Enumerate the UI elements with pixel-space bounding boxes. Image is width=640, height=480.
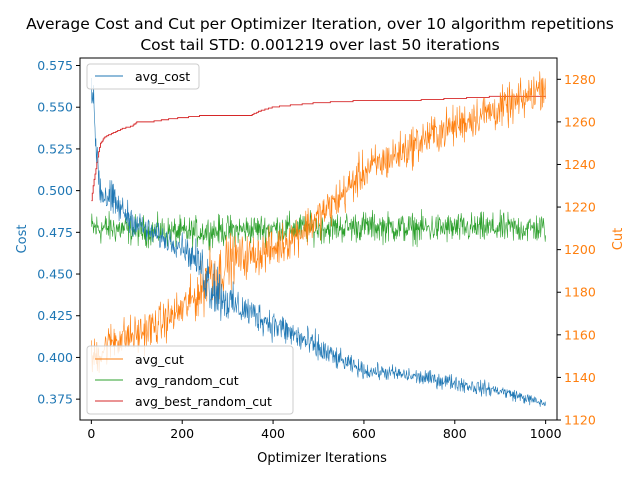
x-tick-label: 200 xyxy=(170,426,194,441)
chart-subtitle: Cost tail STD: 0.001219 over last 50 ite… xyxy=(140,36,499,54)
right-y-tick-label: 1200 xyxy=(564,242,596,257)
left-y-tick-label: 0.400 xyxy=(37,350,73,365)
left-y-axis-label: Cost xyxy=(15,225,30,254)
left-y-axis: 0.375 0.400 0.425 0.450 0.475 0.500 0.525 0.550… xyxy=(37,58,80,407)
series-line-avg-cut xyxy=(91,71,546,373)
x-tick-label: 0 xyxy=(87,426,95,441)
left-y-tick-label: 0.425 xyxy=(37,308,73,323)
legend-label-avg-best-random-cut: avg_best_random_cut xyxy=(135,394,272,409)
right-y-tick-label: 1260 xyxy=(564,114,596,129)
x-tick-label: 800 xyxy=(443,426,467,441)
left-y-tick-label: 0.575 xyxy=(37,58,73,73)
series-line-avg-cost xyxy=(91,77,546,407)
right-y-axis-label: Cut xyxy=(611,228,626,250)
legend-label-avg-random-cut: avg_random_cut xyxy=(135,373,239,388)
right-y-tick-label: 1160 xyxy=(564,327,596,342)
legend-label-avg-cut: avg_cut xyxy=(135,352,184,367)
right-y-tick-label: 1180 xyxy=(564,285,596,300)
left-y-tick-label: 0.500 xyxy=(37,183,73,198)
right-y-tick-label: 1240 xyxy=(564,157,596,172)
x-tick-label: 1000 xyxy=(530,426,562,441)
legend-bottom-left: avg_cut avg_random_cut avg_best_random_c… xyxy=(86,345,294,415)
x-axis-label: Optimizer Iterations xyxy=(257,451,387,466)
left-y-tick-label: 0.550 xyxy=(37,100,73,115)
right-y-tick-label: 1280 xyxy=(564,72,596,87)
left-y-tick-label: 0.450 xyxy=(37,267,73,282)
left-y-tick-label: 0.475 xyxy=(37,225,73,240)
x-tick-label: 400 xyxy=(261,426,285,441)
legend-label-avg-cost: avg_cost xyxy=(135,69,190,84)
right-y-axis: 1120 1140 1160 1180 1200 1220 1240 1260 1280 xyxy=(557,72,596,428)
legend-bottom-box xyxy=(86,345,294,415)
series-line-avg-best-random-cut xyxy=(91,95,546,202)
left-y-tick-label: 0.525 xyxy=(37,141,73,156)
legend-top-left: avg_cost xyxy=(86,63,200,90)
plot-series xyxy=(91,71,546,407)
plot-frame xyxy=(79,57,558,421)
chart-title: Average Cost and Cut per Optimizer Itera… xyxy=(26,15,614,33)
x-axis: 0 200 400 600 800 1000 xyxy=(87,420,562,441)
right-y-tick-label: 1220 xyxy=(564,200,596,215)
right-y-tick-label: 1120 xyxy=(564,413,596,428)
right-y-tick-label: 1140 xyxy=(564,370,596,385)
left-y-tick-label: 0.375 xyxy=(37,392,73,407)
legend-top-box xyxy=(86,63,200,90)
x-tick-label: 600 xyxy=(352,426,376,441)
